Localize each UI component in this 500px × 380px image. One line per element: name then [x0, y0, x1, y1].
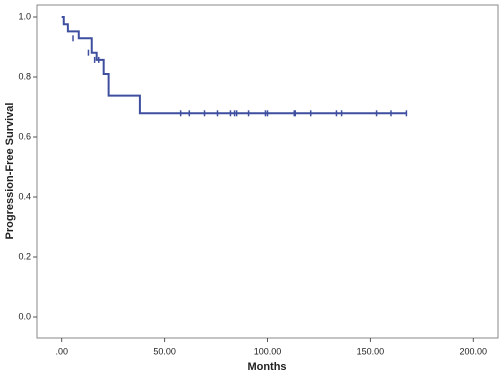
x-tick-label: 50.00 — [153, 346, 176, 356]
y-tick-label: 0.2 — [18, 251, 31, 261]
x-tick-label: .00 — [55, 346, 68, 356]
y-tick-label: 0.8 — [18, 71, 31, 81]
y-axis-label: Progression-Free Survival — [4, 103, 16, 240]
y-tick-label: 1.0 — [18, 11, 31, 21]
x-axis-label: Months — [247, 361, 286, 373]
x-tick-label: 100.00 — [254, 346, 282, 356]
y-tick-label: 0.0 — [18, 311, 31, 321]
y-tick-label: 0.6 — [18, 131, 31, 141]
survival-curve — [61, 16, 407, 115]
y-tick-label: 0.4 — [18, 191, 31, 201]
x-tick-label: 200.00 — [460, 346, 488, 356]
plot-frame — [36, 4, 499, 339]
x-tick-label: 150.00 — [357, 346, 385, 356]
